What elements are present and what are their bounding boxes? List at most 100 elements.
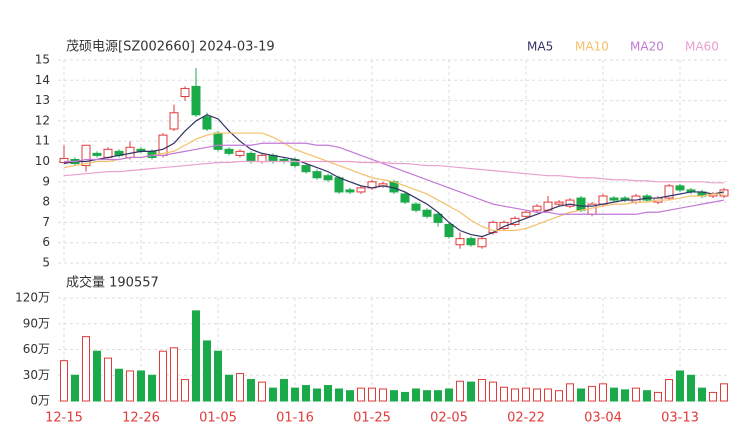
candle-body — [477, 238, 487, 248]
volume-bar — [203, 340, 211, 402]
volume-bar — [599, 383, 607, 402]
x-tick-label: 03-04 — [584, 411, 622, 426]
volume-bar — [412, 388, 420, 402]
x-tick-label: 12-26 — [122, 411, 160, 426]
y-tick-label: 13 — [35, 93, 50, 107]
volume-bar — [533, 388, 541, 402]
volume-bar — [126, 370, 134, 402]
volume-bar — [467, 381, 475, 402]
volume-bar — [676, 370, 684, 402]
y-tick-label: 0万 — [30, 394, 50, 408]
volume-bar — [500, 386, 508, 402]
volume-bar — [588, 385, 596, 402]
volume-bar — [654, 391, 662, 402]
y-tick-label: 15 — [35, 53, 50, 67]
candle-body — [224, 148, 234, 154]
legend-label: MA60 — [685, 40, 719, 54]
volume-bar — [346, 390, 354, 402]
volume-bar — [522, 387, 530, 402]
ma-line — [63, 114, 725, 238]
candle-body — [312, 171, 322, 179]
volume-bar — [698, 387, 706, 402]
volume-bar — [269, 387, 277, 402]
y-tick-label: 5 — [42, 256, 50, 270]
candle-body — [455, 238, 465, 246]
candle-body — [565, 199, 575, 207]
volume-bar — [115, 368, 123, 402]
candle-body — [169, 112, 179, 130]
candle-body — [356, 187, 366, 193]
volume-bar — [456, 380, 464, 402]
candle-body — [202, 116, 212, 130]
x-tick-label: 02-22 — [507, 411, 545, 426]
volume-bar — [445, 388, 453, 402]
x-tick-label: 01-05 — [199, 411, 237, 426]
volume-bar — [82, 336, 90, 402]
y-tick-label: 6 — [42, 235, 50, 249]
legend-label: MA5 — [527, 40, 553, 54]
volume-bar — [379, 388, 387, 402]
volume-bar — [720, 383, 728, 402]
volume-bar — [632, 387, 640, 402]
y-tick-label: 14 — [35, 73, 50, 87]
y-tick-label: 10 — [35, 154, 50, 168]
y-tick-label: 90万 — [23, 316, 50, 330]
volume-bar — [478, 379, 486, 402]
candle-body — [301, 165, 311, 173]
candle-body — [246, 152, 256, 163]
volume-bar — [313, 388, 321, 402]
volume-bar — [159, 350, 167, 402]
x-tick-label: 12-15 — [45, 411, 83, 426]
candle-body — [59, 157, 69, 164]
candle-body — [180, 87, 190, 98]
candle-body — [257, 154, 267, 163]
x-tick-label: 03-13 — [661, 411, 699, 426]
volume-bar — [335, 388, 343, 402]
volume-bar — [610, 387, 618, 402]
volume-title: 成交量 190557 — [66, 275, 159, 291]
volume-bar — [687, 374, 695, 402]
volume-bar — [280, 379, 288, 402]
volume-bar — [511, 388, 519, 402]
candle-body — [554, 201, 564, 205]
candle-body — [345, 189, 355, 193]
legend-label: MA10 — [575, 40, 609, 54]
volume-bar — [390, 390, 398, 402]
volume-bar — [247, 379, 255, 402]
legend-label: MA20 — [630, 40, 664, 54]
volume-bar — [104, 357, 112, 402]
candle-body — [664, 185, 674, 199]
volume-bar — [225, 374, 233, 402]
volume-bar — [302, 385, 310, 402]
y-tick-label: 11 — [35, 134, 50, 148]
volume-bar — [137, 370, 145, 402]
ma-line — [64, 142, 725, 215]
y-tick-label: 8 — [42, 195, 50, 209]
volume-bar — [357, 387, 365, 402]
volume-bar — [489, 381, 497, 402]
candle-body — [466, 238, 476, 246]
candle-body — [521, 211, 531, 217]
candle-body — [334, 177, 344, 193]
candle-body — [323, 175, 333, 181]
volume-bar — [170, 347, 178, 402]
volume-bar — [401, 391, 409, 402]
y-tick-label: 30万 — [23, 368, 50, 382]
volume-bar — [577, 388, 585, 402]
x-tick-label: 01-25 — [353, 411, 391, 426]
volume-bar — [93, 350, 101, 402]
volume-bar — [324, 385, 332, 402]
y-tick-label: 7 — [42, 215, 50, 229]
volume-bar — [665, 379, 673, 402]
candle-body — [411, 203, 421, 211]
y-tick-label: 120万 — [15, 291, 50, 305]
y-tick-label: 9 — [42, 174, 50, 188]
candle-body — [422, 209, 432, 217]
candle-body — [433, 213, 443, 223]
candle-body — [598, 195, 608, 205]
candle-body — [576, 197, 586, 211]
candle-body — [675, 185, 685, 191]
volume-bar — [544, 388, 552, 402]
chart-title: 茂硕电源[SZ002660] 2024-03-19 — [66, 40, 275, 55]
